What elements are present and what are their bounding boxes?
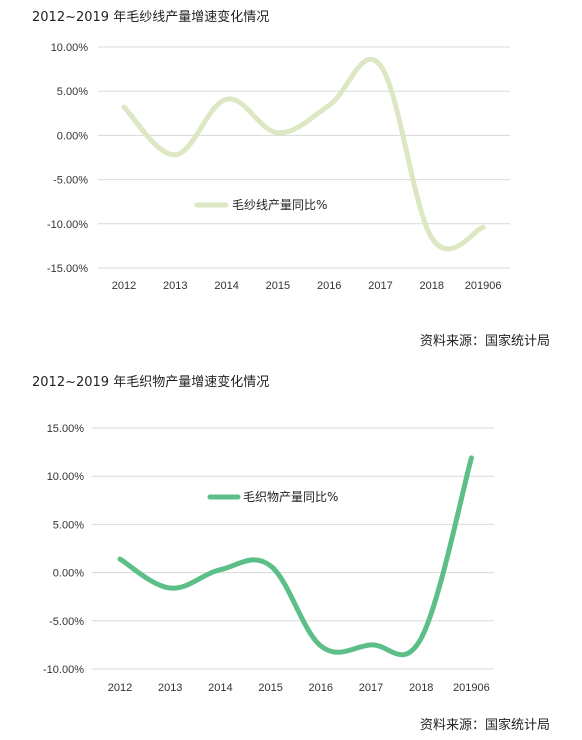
y-tick-label: 10.00% xyxy=(47,471,85,483)
y-tick-label: 0.00% xyxy=(57,130,88,142)
y-tick-label: -15.00% xyxy=(47,263,88,275)
x-tick-label: 2018 xyxy=(409,682,433,694)
y-tick-label: 5.00% xyxy=(57,86,88,98)
x-tick-label: 2016 xyxy=(309,682,333,694)
x-tick-label: 201906 xyxy=(465,280,502,292)
x-tick-label: 2014 xyxy=(214,280,238,292)
x-tick-label: 2013 xyxy=(158,682,182,694)
series-line xyxy=(121,56,486,252)
x-tick-label: 2018 xyxy=(420,280,444,292)
x-tick-label: 2013 xyxy=(163,280,187,292)
x-tick-label: 2017 xyxy=(359,682,383,694)
y-tick-label: -10.00% xyxy=(43,664,84,676)
chart-1-title: 2012~2019 年毛纱线产量增速变化情况 xyxy=(32,10,270,25)
x-tick-label: 201906 xyxy=(453,682,490,694)
chart-2-title: 2012~2019 年毛织物产量增速变化情况 xyxy=(32,375,270,390)
y-tick-label: -5.00% xyxy=(53,175,88,187)
chart-2-source: 资料来源：国家统计局 xyxy=(420,718,551,733)
y-tick-label: 10.00% xyxy=(51,42,89,54)
x-tick-label: 2012 xyxy=(112,280,136,292)
y-tick-label: 0.00% xyxy=(53,568,84,580)
series-line xyxy=(117,455,474,658)
y-tick-label: -5.00% xyxy=(49,616,84,628)
legend-label: 毛纱线产量同比% xyxy=(232,198,327,212)
x-tick-label: 2015 xyxy=(258,682,282,694)
chart-1-source: 资料来源：国家统计局 xyxy=(420,334,551,349)
x-tick-label: 2016 xyxy=(317,280,341,292)
y-tick-label: 15.00% xyxy=(47,423,85,435)
legend-label: 毛织物产量同比% xyxy=(243,490,338,504)
x-tick-label: 2014 xyxy=(208,682,232,694)
y-tick-label: 5.00% xyxy=(53,519,84,531)
x-tick-label: 2012 xyxy=(108,682,132,694)
x-tick-label: 2015 xyxy=(266,280,290,292)
x-tick-label: 2017 xyxy=(368,280,392,292)
y-tick-label: -10.00% xyxy=(47,219,88,231)
